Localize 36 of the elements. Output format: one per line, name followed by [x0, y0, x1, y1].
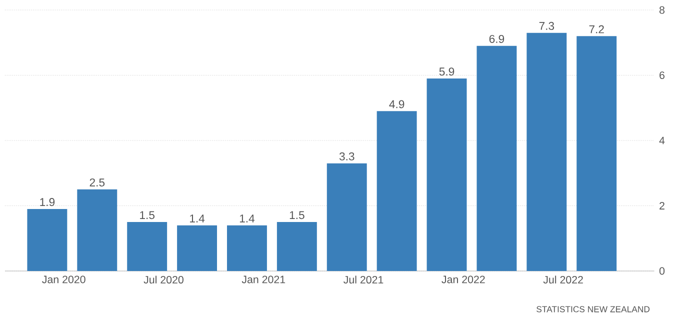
x-tick-label: Jul 2021 [344, 276, 384, 284]
x-tick-label: Jul 2022 [543, 276, 583, 284]
bar [227, 225, 267, 271]
bar [476, 46, 517, 271]
bar [127, 222, 168, 271]
data-label: 6.9 [489, 34, 504, 43]
x-tick-label: Jan 2022 [442, 276, 485, 284]
data-label: 1.4 [240, 214, 255, 222]
data-label: 5.9 [439, 68, 454, 76]
x-tick-label: Jul 2020 [144, 276, 184, 284]
text: STATISTICS NEW ZEALAND [536, 306, 650, 312]
bar [326, 163, 367, 271]
x-tick-label: Jan 2020 [42, 276, 86, 284]
data-label: 1.4 [190, 214, 205, 222]
y-tick-label: 2 [660, 202, 664, 210]
data-label: 1.5 [140, 211, 154, 220]
bar [276, 222, 317, 271]
bar [177, 225, 218, 271]
data-label: 3.3 [339, 152, 354, 160]
bar [376, 111, 417, 271]
bar [526, 32, 567, 271]
data-label: 4.9 [389, 100, 404, 108]
y-tick-label: 4 [659, 136, 665, 144]
data-label: 7.2 [589, 25, 604, 34]
data-label: 7.3 [539, 22, 554, 30]
bar [576, 36, 617, 271]
bar [27, 209, 68, 271]
x-tick-label: Jan 2021 [242, 276, 286, 284]
bar [426, 78, 467, 271]
data-label: 2.5 [90, 178, 105, 186]
y-tick-label: 8 [659, 6, 664, 14]
bar [77, 189, 118, 271]
y-tick-label: 0 [659, 267, 665, 275]
data-label: 1.5 [290, 211, 304, 220]
data-label: 1.9 [40, 198, 55, 206]
y-tick-label: 6 [660, 71, 664, 80]
